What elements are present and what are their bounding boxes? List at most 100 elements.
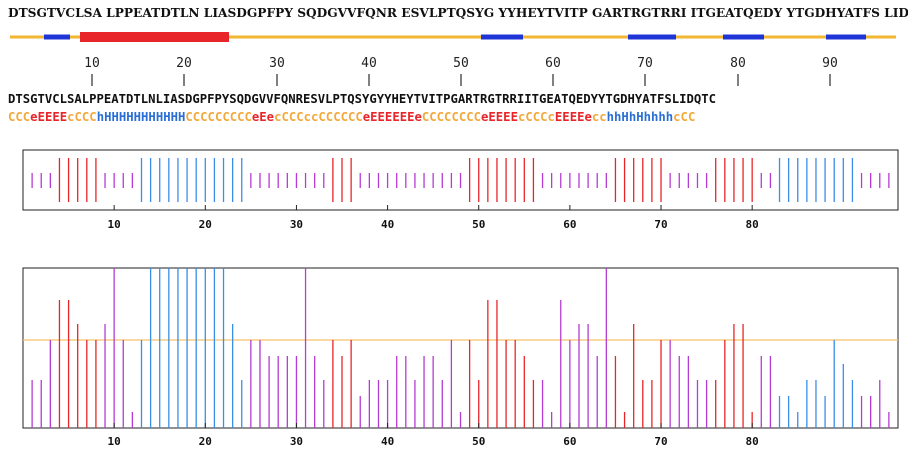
domain-track: 10 20 30 40 50 60 70 80 90 bbox=[10, 32, 896, 70]
track-block bbox=[481, 34, 523, 40]
ss-char: E bbox=[488, 110, 496, 124]
ss-char: C bbox=[237, 110, 245, 124]
ss-char: C bbox=[540, 110, 548, 124]
ss-char: C bbox=[421, 110, 430, 124]
ss-char: C bbox=[444, 110, 452, 124]
ruler-label: 50 bbox=[453, 56, 469, 70]
strip-tick-label: 10 bbox=[108, 218, 121, 231]
plot-tick-label: 50 bbox=[472, 435, 485, 448]
ss-char: h bbox=[628, 110, 637, 124]
ss-char: c bbox=[591, 110, 600, 124]
ss-char: C bbox=[22, 110, 31, 124]
ss-char: H bbox=[118, 110, 127, 124]
strip-tick-label: 70 bbox=[654, 218, 667, 231]
ss-char: E bbox=[370, 110, 378, 124]
ss-char: E bbox=[569, 110, 578, 124]
track-block bbox=[826, 34, 866, 40]
ss-char: C bbox=[207, 110, 215, 124]
plot-tick-label: 60 bbox=[563, 435, 576, 448]
ss-char: e bbox=[266, 110, 275, 124]
ss-char: H bbox=[133, 110, 142, 124]
ss-char: H bbox=[141, 110, 149, 124]
track-block bbox=[44, 34, 70, 40]
ss-char: C bbox=[347, 110, 356, 124]
track-block bbox=[628, 34, 676, 40]
ss-char: C bbox=[429, 110, 437, 124]
plot-tick-label: 40 bbox=[381, 435, 394, 448]
plot-tick-label: 10 bbox=[108, 435, 121, 448]
ss-char: C bbox=[185, 110, 193, 124]
ss-char: h bbox=[665, 110, 674, 124]
ss-char: C bbox=[451, 110, 459, 124]
ss-char: H bbox=[177, 110, 186, 124]
ss-char: C bbox=[244, 110, 252, 124]
ruler-label: 60 bbox=[545, 56, 561, 70]
strip-tick-label: 40 bbox=[381, 218, 394, 231]
ss-char: C bbox=[473, 110, 481, 124]
ss-char: H bbox=[621, 110, 629, 124]
ss-char: h bbox=[658, 110, 666, 124]
ss-char: C bbox=[15, 110, 23, 124]
ss-char: e bbox=[481, 110, 489, 124]
ss-char: C bbox=[436, 110, 445, 124]
ss-char: H bbox=[111, 110, 119, 124]
plot-tick-label: 30 bbox=[290, 435, 303, 448]
plot-tick-label: 80 bbox=[746, 435, 759, 448]
ss-char: E bbox=[495, 110, 504, 124]
ss-char: e bbox=[584, 110, 592, 124]
ss-char: C bbox=[81, 110, 90, 124]
ss-char: c bbox=[599, 110, 607, 124]
ss-char: c bbox=[274, 110, 282, 124]
ss-char: E bbox=[44, 110, 53, 124]
ss-char: C bbox=[288, 110, 297, 124]
ss-char: C bbox=[281, 110, 289, 124]
ss-char: E bbox=[510, 110, 518, 124]
ss-char: h bbox=[650, 110, 659, 124]
score-plot-frame bbox=[22, 267, 899, 429]
ss-char: H bbox=[104, 110, 112, 124]
ss-char: E bbox=[577, 110, 585, 124]
ss-char: e bbox=[362, 110, 371, 124]
secondary-structure-line: CCCeEEEEcCCChHHHHHHHHHHHCCCCCCCCCeEecCCC… bbox=[8, 110, 695, 124]
ss-char: C bbox=[200, 110, 208, 124]
ss-char: C bbox=[333, 110, 341, 124]
ss-char: H bbox=[636, 110, 644, 124]
ss-char: E bbox=[59, 110, 68, 124]
strip-tick-label: 60 bbox=[563, 218, 576, 231]
ss-char: H bbox=[148, 110, 156, 124]
ss-char: E bbox=[384, 110, 393, 124]
ruler-label: 90 bbox=[822, 56, 838, 70]
ss-char: E bbox=[259, 110, 267, 124]
ss-char: H bbox=[155, 110, 164, 124]
ss-char: C bbox=[355, 110, 363, 124]
ss-char: c bbox=[517, 110, 526, 124]
ss-char: E bbox=[377, 110, 385, 124]
ss-char: H bbox=[126, 110, 134, 124]
ruler-label: 10 bbox=[84, 56, 100, 70]
strip-tick-label: 50 bbox=[472, 218, 485, 231]
strip-tick-label: 80 bbox=[746, 218, 759, 231]
ss-char: C bbox=[466, 110, 474, 124]
ss-char: E bbox=[554, 110, 563, 124]
ss-char: e bbox=[251, 110, 260, 124]
ss-char: H bbox=[163, 110, 171, 124]
ruler-label: 30 bbox=[269, 56, 285, 70]
ruler-label: 20 bbox=[176, 56, 192, 70]
ss-char: E bbox=[52, 110, 60, 124]
ss-char: C bbox=[325, 110, 334, 124]
ss-char: c bbox=[547, 110, 555, 124]
ss-char: E bbox=[562, 110, 570, 124]
strip-tick-label: 30 bbox=[290, 218, 303, 231]
ss-char: C bbox=[222, 110, 230, 124]
ss-char: C bbox=[532, 110, 541, 124]
ss-char: C bbox=[687, 110, 696, 124]
ss-char: C bbox=[340, 110, 348, 124]
sequence-top: DTSGTVCLSA LPPEATDTLN LIASDGPFPY SQDGVVF… bbox=[8, 6, 908, 20]
ss-char: C bbox=[214, 110, 223, 124]
ss-char: C bbox=[8, 110, 16, 124]
ss-char: c bbox=[67, 110, 75, 124]
ss-char: C bbox=[192, 110, 201, 124]
ss-char: E bbox=[399, 110, 408, 124]
ss-char: C bbox=[89, 110, 97, 124]
ss-char: h bbox=[614, 110, 622, 124]
